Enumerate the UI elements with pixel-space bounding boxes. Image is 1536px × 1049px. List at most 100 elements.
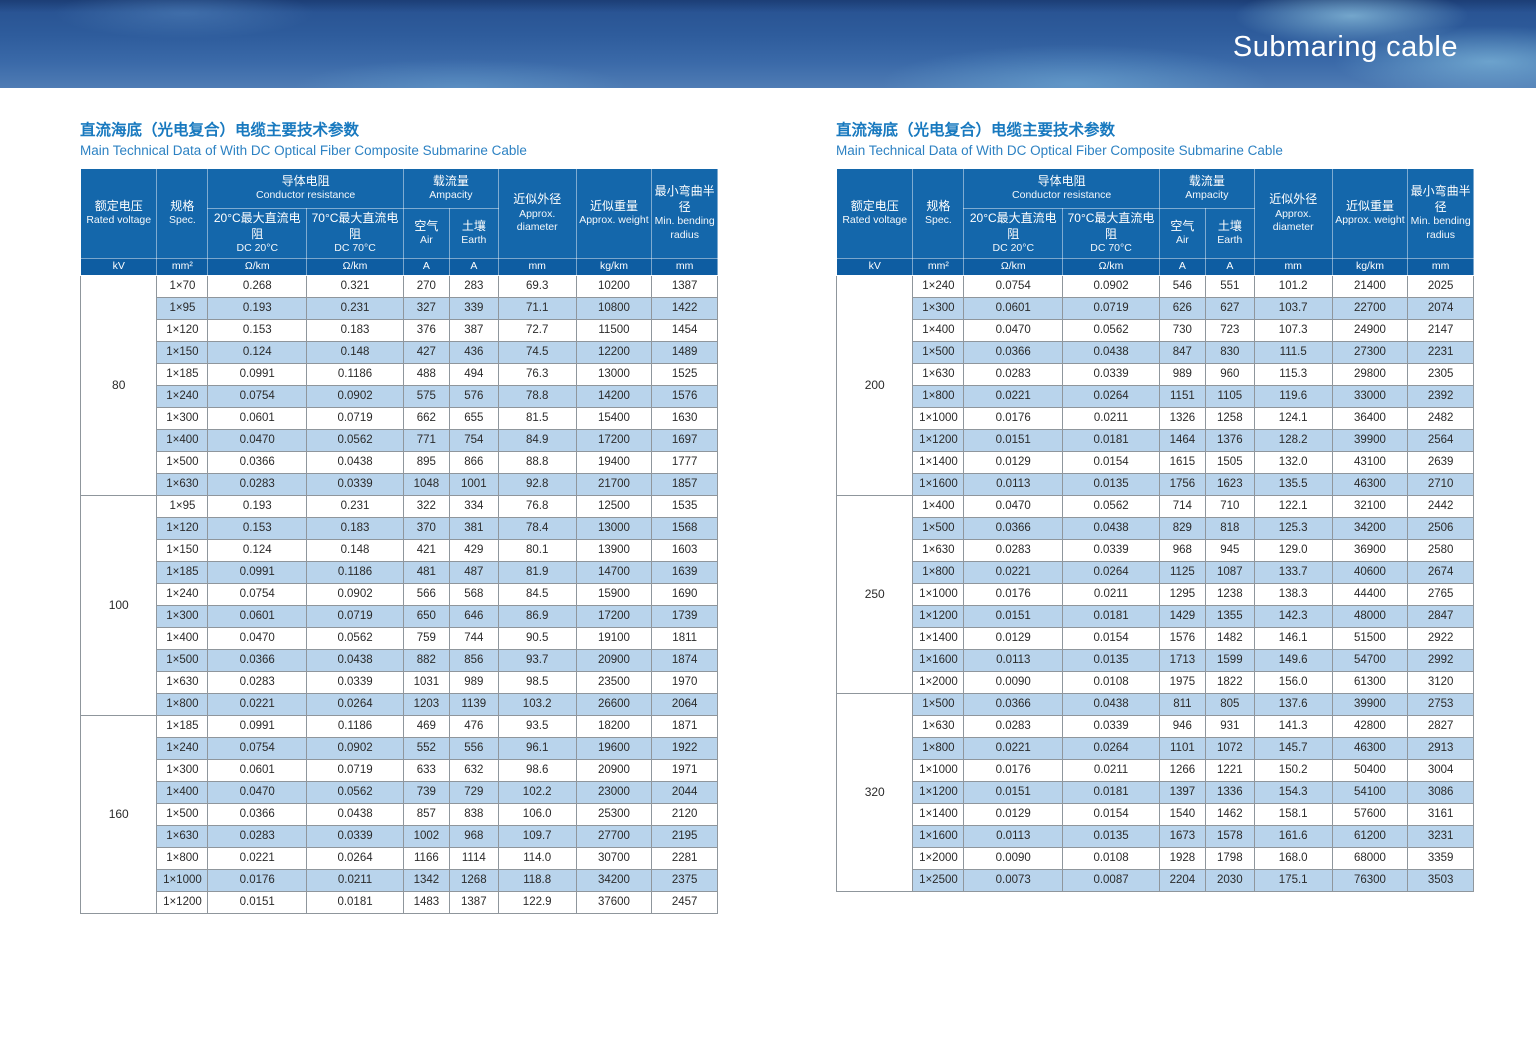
table-cell-weight: 23000 (575, 780, 653, 804)
table-row: 1×1400 0.0129 0.0154 1540 1462 158.1 57600 3161 (837, 802, 1474, 826)
table-cell-earth: 945 (1204, 538, 1255, 562)
table-cell-dc20: 0.0470 (207, 780, 308, 804)
table-cell-radius: 2827 (1407, 714, 1474, 738)
table-cell-diameter: 81.9 (497, 560, 577, 584)
table-cell-earth: 960 (1204, 362, 1255, 386)
header-label-zh: 土壤 (1217, 218, 1242, 233)
table-cell-diameter: 115.3 (1253, 362, 1333, 386)
table-row: 1×800 0.0221 0.0264 1101 1072 145.7 46300 2913 (837, 736, 1474, 760)
table-cell-spec: 1×400 (156, 428, 209, 452)
table-cell-air: 895 (402, 450, 450, 474)
table-cell-weight: 19600 (575, 736, 653, 760)
table-header: 额定电压 Rated voltage 规格 Spec. 导体电阻 Conductor re… (79, 168, 718, 276)
group-header-conductor_resistance: 导体电阻 Conductor resistance (207, 168, 404, 209)
table-cell-dc70: 0.0562 (1062, 318, 1160, 342)
table-cell-air: 469 (402, 714, 450, 738)
column-header-weight: 近似重量 Approx. weight (1331, 168, 1409, 259)
table-cell-spec: 1×2500 (912, 868, 965, 892)
unit-header-weight: kg/km (1331, 257, 1409, 276)
unit-header-weight: kg/km (575, 257, 653, 276)
table-cell-radius: 2231 (1407, 340, 1474, 364)
table-cell-weight: 43100 (1331, 450, 1409, 474)
table-cell-diameter: 111.5 (1253, 340, 1333, 364)
table-cell-spec: 1×300 (912, 296, 965, 320)
table-cell-spec: 1×185 (156, 362, 209, 386)
table-cell-air: 739 (402, 780, 450, 804)
table-cell-spec: 1×630 (156, 472, 209, 496)
table-cell-air: 376 (402, 318, 450, 342)
column-header-diameter: 近似外径 Approx. diameter (497, 168, 577, 259)
table-cell-dc20: 0.0470 (207, 626, 308, 650)
table-cell-radius: 1576 (651, 384, 718, 408)
table-cell-dc20: 0.0991 (207, 560, 308, 584)
header-label-en: Air (419, 234, 433, 247)
table-cell-spec: 1×1000 (912, 758, 965, 782)
table-cell-dc70: 0.0339 (1062, 538, 1160, 562)
table-cell-dc20: 0.0221 (207, 692, 308, 716)
table-cell-dc20: 0.0754 (207, 736, 308, 760)
table-cell-dc20: 0.0151 (207, 890, 308, 914)
table-cell-radius: 3161 (1407, 802, 1474, 826)
table-cell-dc70: 0.0438 (306, 802, 404, 826)
table-cell-air: 1429 (1158, 604, 1206, 628)
unit-header-diameter: mm (497, 257, 577, 276)
table-cell-spec: 1×1000 (912, 406, 965, 430)
table-cell-spec: 1×240 (156, 736, 209, 760)
table-cell-earth: 655 (448, 406, 499, 430)
table-cell-weight: 51500 (1331, 626, 1409, 650)
table-cell-air: 1266 (1158, 758, 1206, 782)
table-cell-spec: 1×400 (156, 626, 209, 650)
table-cell-spec: 1×240 (156, 384, 209, 408)
table-cell-radius: 2305 (1407, 362, 1474, 386)
table-row: 1×150 0.124 0.148 427 436 74.5 12200 1489 (81, 340, 718, 364)
table-cell-dc20: 0.0113 (963, 824, 1064, 848)
table-cell-earth: 1072 (1204, 736, 1255, 760)
table-cell-spec: 1×800 (912, 560, 965, 584)
table-cell-earth: 838 (448, 802, 499, 826)
table-cell-weight: 25300 (575, 802, 653, 826)
table-cell-dc70: 0.0719 (306, 758, 404, 782)
table-cell-earth: 627 (1204, 296, 1255, 320)
table-row: 1×150 0.124 0.148 421 429 80.1 13900 1603 (81, 538, 718, 562)
table-cell-radius: 2025 (1407, 274, 1474, 298)
table-cell-weight: 36900 (1331, 538, 1409, 562)
table-cell-earth: 1238 (1204, 582, 1255, 606)
table-row: 160 1×185 0.0991 0.1186 469 476 93.5 18200 1871 (79, 714, 718, 914)
table-cell-earth: 1114 (448, 846, 499, 870)
unit-header-dc20: Ω/km (207, 257, 308, 276)
table-row: 1×500 0.0366 0.0438 895 866 88.8 19400 1777 (81, 450, 718, 474)
header-label-zh: 70°C最大直流电阻 (311, 211, 399, 241)
table-cell-air: 857 (402, 802, 450, 826)
table-cell-spec: 1×630 (156, 670, 209, 694)
table-cell-dc20: 0.0176 (963, 406, 1064, 430)
table-cell-dc70: 0.0339 (306, 472, 404, 496)
table-cell-radius: 2564 (1407, 428, 1474, 452)
table-cell-diameter: 150.2 (1253, 758, 1333, 782)
table-cell-weight: 23500 (575, 670, 653, 694)
unit-header-rated_voltage: kV (79, 257, 158, 276)
table-cell-spec: 1×400 (156, 780, 209, 804)
table-cell-weight: 21400 (1331, 274, 1409, 298)
table-cell-earth: 494 (448, 362, 499, 386)
table-cell-earth: 1105 (1204, 384, 1255, 408)
table-cell-diameter: 122.1 (1253, 494, 1333, 518)
table-cell-radius: 1970 (651, 670, 718, 694)
table-cell-earth: 646 (448, 604, 499, 628)
table-cell-diameter: 71.1 (497, 296, 577, 320)
table-cell-dc70: 0.0264 (1062, 384, 1160, 408)
table-cell-earth: 1578 (1204, 824, 1255, 848)
table-cell-radius: 3004 (1407, 758, 1474, 782)
table-cell-earth: 1505 (1204, 450, 1255, 474)
table-row: 1×240 0.0754 0.0902 575 576 78.8 14200 1576 (81, 384, 718, 408)
table-cell-weight: 39900 (1331, 428, 1409, 452)
table-row: 1×1200 0.0151 0.0181 1483 1387 122.9 37600 2457 (81, 890, 718, 914)
table-cell-air: 946 (1158, 714, 1206, 738)
voltage-cell: 160 (79, 714, 158, 914)
table-cell-diameter: 119.6 (1253, 384, 1333, 408)
table-cell-earth: 1599 (1204, 648, 1255, 672)
table-row: 1×630 0.0283 0.0339 1031 989 98.5 23500 1970 (81, 670, 718, 694)
table-cell-weight: 42800 (1331, 714, 1409, 738)
table-cell-radius: 3231 (1407, 824, 1474, 848)
table-cell-dc70: 0.0562 (306, 428, 404, 452)
